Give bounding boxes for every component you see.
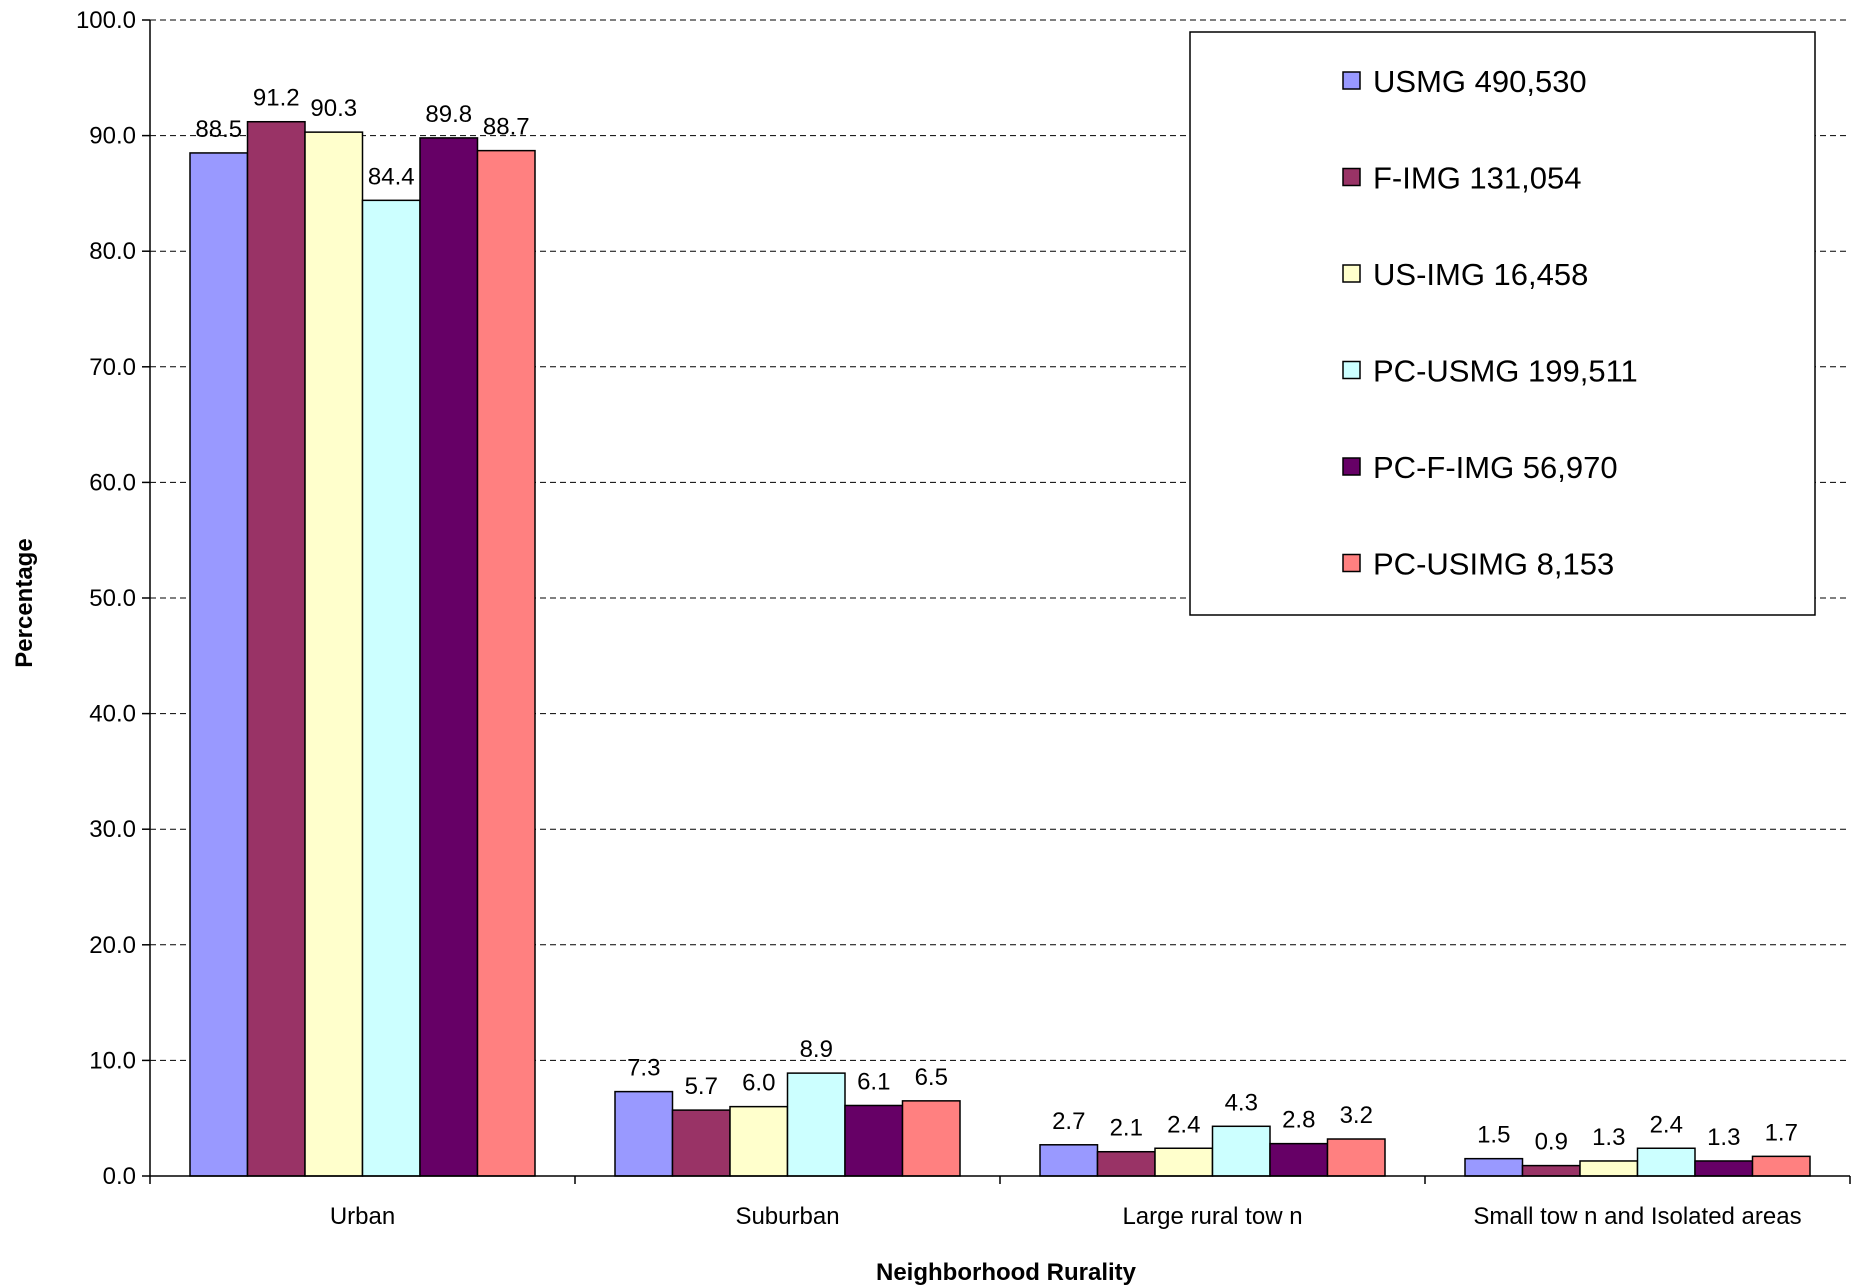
data-label: 2.1 — [1110, 1115, 1143, 1142]
y-tick-label: 50.0 — [89, 585, 136, 612]
axes: 0.0 10.0 20.0 30.0 40.0 50.0 60.0 70.0 80.0 90.0 1… — [76, 7, 1851, 1230]
data-label: 1.3 — [1707, 1124, 1740, 1151]
data-label: 1.5 — [1477, 1122, 1510, 1149]
y-tick-label: 60.0 — [89, 469, 136, 496]
bar — [246, 120, 306, 1177]
legend-entry: USMG 490,530 — [1373, 64, 1587, 99]
data-label: 6.1 — [857, 1068, 890, 1095]
y-tick-label: 30.0 — [89, 816, 136, 843]
legend-swatch — [1342, 264, 1361, 283]
bar — [1694, 1160, 1754, 1177]
y-tick-label: 40.0 — [89, 701, 136, 728]
x-axis-title: Neighborhood Rurality — [876, 1259, 1137, 1286]
bar — [1211, 1125, 1271, 1177]
data-label: 91.2 — [253, 85, 300, 112]
data-label: 1.7 — [1765, 1119, 1798, 1146]
y-tick-label: 100.0 — [76, 7, 136, 34]
data-label: 88.7 — [483, 114, 530, 141]
data-label: 88.5 — [195, 116, 242, 143]
bar — [671, 1109, 731, 1177]
bars — [189, 120, 1811, 1177]
legend-swatch — [1342, 167, 1361, 187]
data-label: 2.4 — [1650, 1111, 1683, 1138]
data-label: 5.7 — [685, 1073, 718, 1100]
y-tick-label: 0.0 — [103, 1163, 136, 1190]
bar — [614, 1090, 674, 1177]
data-label: 6.0 — [742, 1070, 775, 1097]
legend: USMG 490,530 F-IMG 131,054 US-IMG 16,458 PC… — [1189, 31, 1816, 616]
bar — [901, 1100, 961, 1177]
bar — [1464, 1157, 1524, 1177]
legend-swatch — [1342, 71, 1361, 90]
bar — [786, 1072, 846, 1177]
bar — [476, 149, 536, 1177]
bar — [1751, 1155, 1811, 1177]
category-label: Large rural tow n — [1122, 1203, 1302, 1230]
legend-swatch — [1342, 360, 1361, 380]
category-label: Suburban — [735, 1203, 839, 1230]
bar — [1326, 1138, 1386, 1177]
y-tick-label: 10.0 — [89, 1047, 136, 1074]
data-label: 8.9 — [800, 1036, 833, 1063]
bar — [844, 1104, 904, 1177]
data-label: 0.9 — [1535, 1129, 1568, 1156]
y-tick-label: 80.0 — [89, 238, 136, 265]
legend-entry: US-IMG 16,458 — [1373, 257, 1588, 292]
bar — [1579, 1160, 1639, 1177]
bar — [1636, 1147, 1696, 1177]
legend-entry: PC-USMG 199,511 — [1373, 354, 1638, 389]
bar — [1096, 1150, 1156, 1177]
category-label: Small tow n and Isolated areas — [1473, 1203, 1801, 1230]
bar — [189, 152, 249, 1177]
bar — [419, 137, 479, 1177]
data-label: 6.5 — [915, 1064, 948, 1091]
data-label: 3.2 — [1340, 1102, 1373, 1129]
bar — [1521, 1164, 1581, 1177]
bar — [361, 199, 421, 1177]
legend-swatch — [1342, 457, 1361, 476]
data-label: 84.4 — [368, 163, 415, 190]
legend-entry: PC-USIMG 8,153 — [1373, 547, 1614, 582]
data-label: 90.3 — [310, 95, 357, 122]
data-label: 2.8 — [1282, 1107, 1315, 1134]
legend-box — [1189, 31, 1816, 616]
data-label: 1.3 — [1592, 1124, 1625, 1151]
data-label: 2.7 — [1052, 1108, 1085, 1135]
data-label: 2.4 — [1167, 1111, 1200, 1138]
data-label: 7.3 — [627, 1055, 660, 1082]
data-label: 4.3 — [1225, 1089, 1258, 1116]
y-tick-label: 20.0 — [89, 932, 136, 959]
bar — [729, 1105, 789, 1177]
data-labels: 88.5 7.3 2.7 1.5 91.2 5.7 2.1 0.9 90.3 6.0 2.4 1.3 8… — [195, 85, 1798, 1156]
category-label: Urban — [330, 1203, 395, 1230]
legend-entry: PC-F-IMG 56,970 — [1373, 450, 1618, 485]
bar — [304, 131, 364, 1177]
y-tick-label: 90.0 — [89, 123, 136, 150]
y-tick-label: 70.0 — [89, 354, 136, 381]
data-label: 89.8 — [425, 101, 472, 128]
bar — [1269, 1142, 1329, 1177]
y-axis-title: Percentage — [11, 538, 38, 667]
legend-entry: F-IMG 131,054 — [1373, 161, 1581, 196]
bar — [1039, 1144, 1099, 1177]
legend-swatch — [1342, 553, 1361, 573]
bar — [1154, 1147, 1214, 1177]
